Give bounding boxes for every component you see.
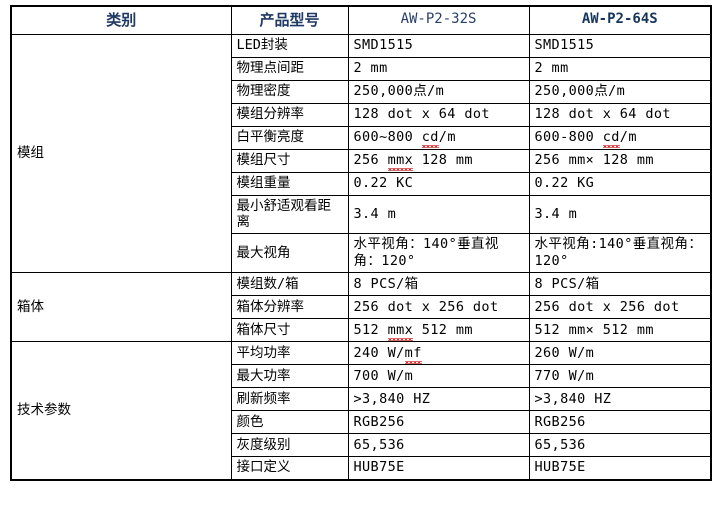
spellcheck-squiggle: mf [404,344,422,365]
table-row: 最大视角 水平视角：140°垂直视角：120° 水平视角:140°垂直视角：120° [11,233,712,274]
spec-value-32s: 250,000点/m [347,79,530,104]
spec-item-label: 刷新频率 [230,387,349,412]
spec-item-label: 最大视角 [230,233,349,274]
table-row: 颜色 RGB256 RGB256 [11,410,712,435]
table-row: 箱体 模组数/箱 8 PCS/箱 8 PCS/箱 [10,272,712,343]
spec-value-32s: 水平视角：140°垂直视角：120° [347,233,530,274]
spec-value-32s: 2 mm [347,56,530,81]
header-cell-model-64s: AW-P2-64S [528,5,712,35]
spellcheck-squiggle: mmx [387,321,414,342]
spellcheck-squiggle: mmx [387,151,414,172]
spec-item-label: 模组分辨率 [230,102,349,127]
spec-value-64s: 250,000点/m [528,79,712,104]
spec-value-32s: RGB256 [347,410,530,435]
spec-value-64s: 水平视角:140°垂直视角：120° [528,233,712,274]
header-cell-model: 产品型号 [230,5,349,35]
spec-value-64s: >3,840 HZ [528,387,712,412]
spec-value-32s: 65,536 [347,433,530,458]
table-row: 模组尺寸 256 mmx 128 mm 256 mm× 128 mm [11,148,712,173]
spec-value-32s: SMD1515 [347,33,530,58]
table-row: 模组 LED封装 SMD1515 SMD1515 [10,33,712,274]
table-row: 最大功率 700 W/m 770 W/m [11,364,712,389]
spec-item-label: LED封装 [230,33,349,58]
table-row: 白平衡亮度 600~800 cd/m 600-800 cd/m [11,125,712,150]
spec-item-label: 箱体尺寸 [230,318,349,343]
spec-value-32s: 240 W/mf [347,341,530,366]
spec-value-64s: 260 W/m [528,341,712,366]
spec-value-64s: 8 PCS/箱 [528,272,712,297]
spec-value-32s: 8 PCS/箱 [347,272,530,297]
spec-value-32s: 700 W/m [347,364,530,389]
spec-value-64s: 600-800 cd/m [528,125,712,150]
spec-value-32s: 512 mmx 512 mm [347,318,530,343]
spellcheck-squiggle: cd [602,128,620,149]
spec-value-64s: 2 mm [528,56,712,81]
category-cell-2: 技术参数 [10,341,232,481]
spellcheck-squiggle: cd [421,128,439,149]
spec-value-32s: 128 dot x 64 dot [347,102,530,127]
spec-value-32s: 256 mmx 128 mm [347,148,530,173]
spec-value-64s: 65,536 [528,433,712,458]
spec-value-32s: 3.4 m [347,194,530,235]
spec-value-64s: RGB256 [528,410,712,435]
led-specification-table: 类别 产品型号 AW-P2-32S AW-P2-64S 模组 LED封装 SMD1515 SM… [10,5,712,481]
spec-value-64s: 3.4 m [528,194,712,235]
spec-item-label: 模组数/箱 [230,272,349,297]
spec-value-64s: SMD1515 [528,33,712,58]
spec-item-label: 最大功率 [230,364,349,389]
table-row: 模组重量 0.22 KC 0.22 KG [11,171,712,196]
spec-item-label: 最小舒适观看距离 [230,194,349,235]
spec-item-label: 箱体分辨率 [230,295,349,320]
header-cell-category: 类别 [10,5,232,35]
spec-item-label: 接口定义 [230,456,349,481]
header-cell-model-32s: AW-P2-32S [347,5,530,35]
spec-item-label: 模组尺寸 [230,148,349,173]
spec-value-32s: 256 dot x 256 dot [347,295,530,320]
spec-table-body: 类别 产品型号 AW-P2-32S AW-P2-64S 模组 LED封装 SMD1515 SM… [10,5,712,481]
category-cell-1: 箱体 [10,272,232,343]
table-header-row: 类别 产品型号 AW-P2-32S AW-P2-64S [10,5,712,35]
spec-value-64s: 128 dot x 64 dot [528,102,712,127]
table-row: 灰度级别 65,536 65,536 [11,433,712,458]
spec-value-32s: HUB75E [347,456,530,481]
category-cell-0: 模组 [10,33,232,274]
spec-value-32s: >3,840 HZ [347,387,530,412]
spec-value-32s: 600~800 cd/m [347,125,530,150]
table-row: 最小舒适观看距离 3.4 m 3.4 m [11,194,712,235]
spec-table-container: 类别 产品型号 AW-P2-32S AW-P2-64S 模组 LED封装 SMD1515 SM… [10,5,712,481]
spec-item-label: 物理密度 [230,79,349,104]
spec-item-label: 颜色 [230,410,349,435]
spec-value-64s: 256 dot x 256 dot [528,295,712,320]
spec-value-64s: HUB75E [528,456,712,481]
spec-item-label: 灰度级别 [230,433,349,458]
spec-item-label: 模组重量 [230,171,349,196]
spec-value-64s: 770 W/m [528,364,712,389]
spec-item-label: 物理点间距 [230,56,349,81]
table-row: 箱体尺寸 512 mmx 512 mm 512 mm× 512 mm [11,318,712,343]
table-row: 刷新频率 >3,840 HZ >3,840 HZ [11,387,712,412]
table-row: 模组分辨率 128 dot x 64 dot 128 dot x 64 dot [11,102,712,127]
spec-value-64s: 256 mm× 128 mm [528,148,712,173]
table-row: 接口定义 HUB75E HUB75E [11,456,712,481]
spec-value-64s: 512 mm× 512 mm [528,318,712,343]
spec-item-label: 平均功率 [230,341,349,366]
spec-item-label: 白平衡亮度 [230,125,349,150]
table-row: 技术参数 平均功率 240 W/mf 260 W/m [10,341,712,481]
spec-value-32s: 0.22 KC [347,171,530,196]
spec-value-64s: 0.22 KG [528,171,712,196]
